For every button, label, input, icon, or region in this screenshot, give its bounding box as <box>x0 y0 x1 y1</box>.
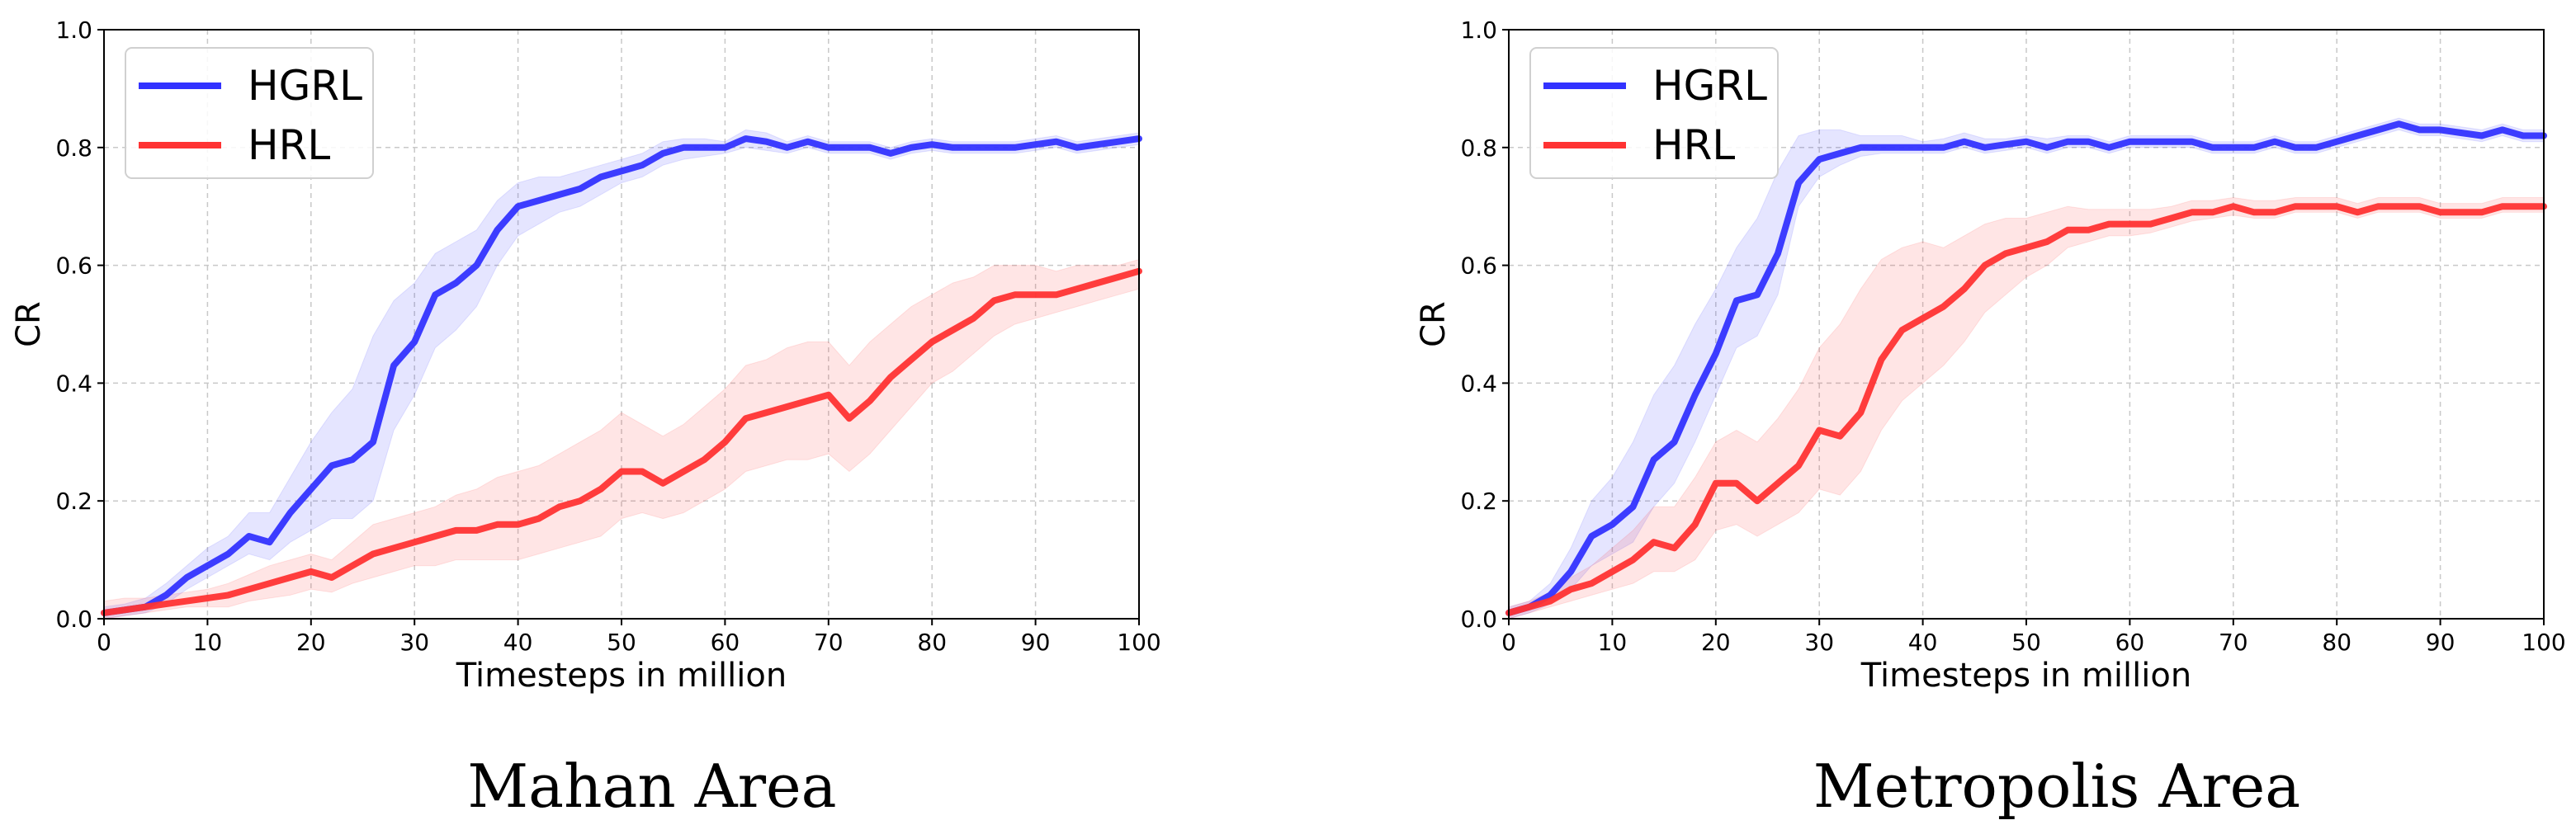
chart-1-y-tick-label: 0.2 <box>1460 488 1497 515</box>
chart-1-series-0-line <box>1505 120 2547 616</box>
chart-1-x-tick-label: 30 <box>1804 629 1834 656</box>
chart-0-y-tick-label: 1.0 <box>55 16 92 44</box>
chart-0-legend-label-0: HGRL <box>248 62 362 110</box>
chart-1-caption: Metropolis Area <box>1813 752 2300 821</box>
chart-0-y-tick-label: 0.6 <box>55 252 92 280</box>
chart-0-x-tick-label: 80 <box>917 629 947 656</box>
chart-0-y-axis-label: CR <box>10 301 48 347</box>
chart-1-x-tick-label: 50 <box>2011 629 2041 656</box>
chart-0-x-tick-label: 90 <box>1021 629 1051 656</box>
chart-panel-metropolis: 0 10 20 30 40 50 60 70 80 90 100 0.0 0.2 0.4 0.6 0.8 1.0… <box>1415 16 2566 821</box>
chart-1-x-tick-label: 60 <box>2115 629 2145 656</box>
chart-0-x-tick-label: 0 <box>97 629 111 656</box>
chart-0-x-tick-label: 100 <box>1117 629 1160 656</box>
chart-0-y-tick-label: 0.4 <box>55 370 92 397</box>
chart-0-x-tick-label: 40 <box>503 629 533 656</box>
chart-0-y-tick-label: 0.8 <box>55 134 92 162</box>
chart-0-x-tick-label: 50 <box>607 629 636 656</box>
chart-1-series-1-line <box>1505 203 2547 616</box>
chart-0-x-tick-label: 70 <box>814 629 844 656</box>
chart-1-y-tick-label: 0.4 <box>1460 370 1497 397</box>
chart-panel-mahan: 0 10 20 30 40 50 60 70 80 90 100 0.0 0.2 0.4 0.6 0.8 1.0… <box>10 16 1161 821</box>
chart-1-y-tick-label: 0.6 <box>1460 252 1497 280</box>
chart-1-y-tick-label: 1.0 <box>1460 16 1497 44</box>
chart-0-x-tick-label: 20 <box>296 629 326 656</box>
chart-1-legend-label-1: HRL <box>1652 121 1735 169</box>
chart-0-y-tick-label: 0.0 <box>55 606 92 633</box>
chart-1-x-tick-label: 10 <box>1598 629 1628 656</box>
chart-0-caption: Mahan Area <box>467 752 836 821</box>
chart-1-x-tick-label: 40 <box>1908 629 1938 656</box>
chart-1-y-axis-label: CR <box>1415 301 1453 347</box>
chart-1-y-tick-label: 0.0 <box>1460 606 1497 633</box>
chart-0-y-tick-label: 0.2 <box>55 488 92 515</box>
chart-0-x-tick-label: 10 <box>193 629 223 656</box>
chart-1-x-tick-label: 20 <box>1701 629 1731 656</box>
chart-0-legend-label-1: HRL <box>248 121 330 169</box>
chart-0-x-tick-label: 30 <box>399 629 429 656</box>
chart-0-x-tick-label: 60 <box>711 629 740 656</box>
chart-0-series-1-line <box>101 267 1142 616</box>
chart-1-x-tick-label: 70 <box>2219 629 2248 656</box>
chart-1-x-tick-label: 80 <box>2322 629 2351 656</box>
chart-1-x-tick-label: 0 <box>1501 629 1516 656</box>
chart-1-y-tick-label: 0.8 <box>1460 134 1497 162</box>
chart-1-x-tick-label: 90 <box>2426 629 2455 656</box>
chart-1-legend-label-0: HGRL <box>1652 62 1767 110</box>
chart-1-x-tick-label: 100 <box>2522 629 2565 656</box>
chart-1-x-axis-label: Timesteps in million <box>1860 657 2191 695</box>
chart-0-series-0-line <box>101 135 1142 616</box>
chart-0-x-axis-label: Timesteps in million <box>456 657 787 695</box>
